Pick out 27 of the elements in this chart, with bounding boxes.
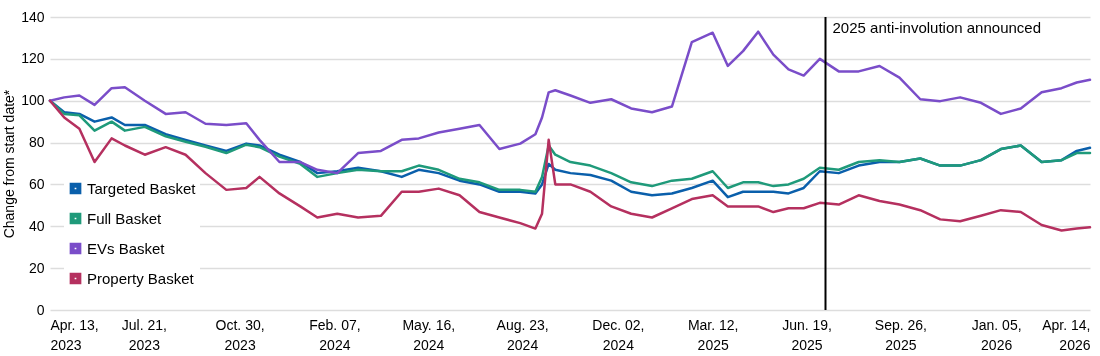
y-tick-label: 80 <box>28 134 45 151</box>
x-tick-label: May. 16, 2024 <box>402 316 456 353</box>
x-tick-label: Aug. 23, 2024 <box>496 316 549 353</box>
y-tick-label: 60 <box>28 175 45 192</box>
x-tick-label: Jul. 21, 2023 <box>121 316 167 353</box>
x-tick-label: Apr. 14, 2026 <box>1042 316 1091 353</box>
x-tick-label: Apr. 13, 2023 <box>50 316 99 353</box>
x-tick-label: Feb. 07, 2024 <box>309 316 361 353</box>
line-series <box>48 99 1092 232</box>
x-tick-label: Dec. 02, 2024 <box>592 316 645 353</box>
y-tick-label: 40 <box>28 217 45 234</box>
y-tick-label: 0 <box>36 301 45 318</box>
y-axis-title: Change from start date* <box>1 89 18 239</box>
legend-label: Targeted Basket <box>87 179 197 197</box>
y-tick-label: 140 <box>21 8 45 25</box>
x-tick-label: Jun. 19, 2025 <box>782 316 832 353</box>
y-tick-label: 100 <box>21 92 45 109</box>
x-tick-label: Mar. 12, 2025 <box>687 316 739 353</box>
y-tick-label: 20 <box>28 259 45 276</box>
ref-line-label: 2025 anti-involution announced <box>832 19 1041 36</box>
legend-label: Property Basket <box>87 269 195 287</box>
x-tick-label: Oct. 30, 2023 <box>215 316 265 353</box>
legend-label: EVs Basket <box>87 239 166 257</box>
y-tick-label: 120 <box>21 50 45 67</box>
legend-label: Full Basket <box>87 209 163 227</box>
x-tick-label: Jan. 05, 2026 <box>971 316 1022 353</box>
x-tick-label: Sep. 26, 2025 <box>874 316 927 353</box>
